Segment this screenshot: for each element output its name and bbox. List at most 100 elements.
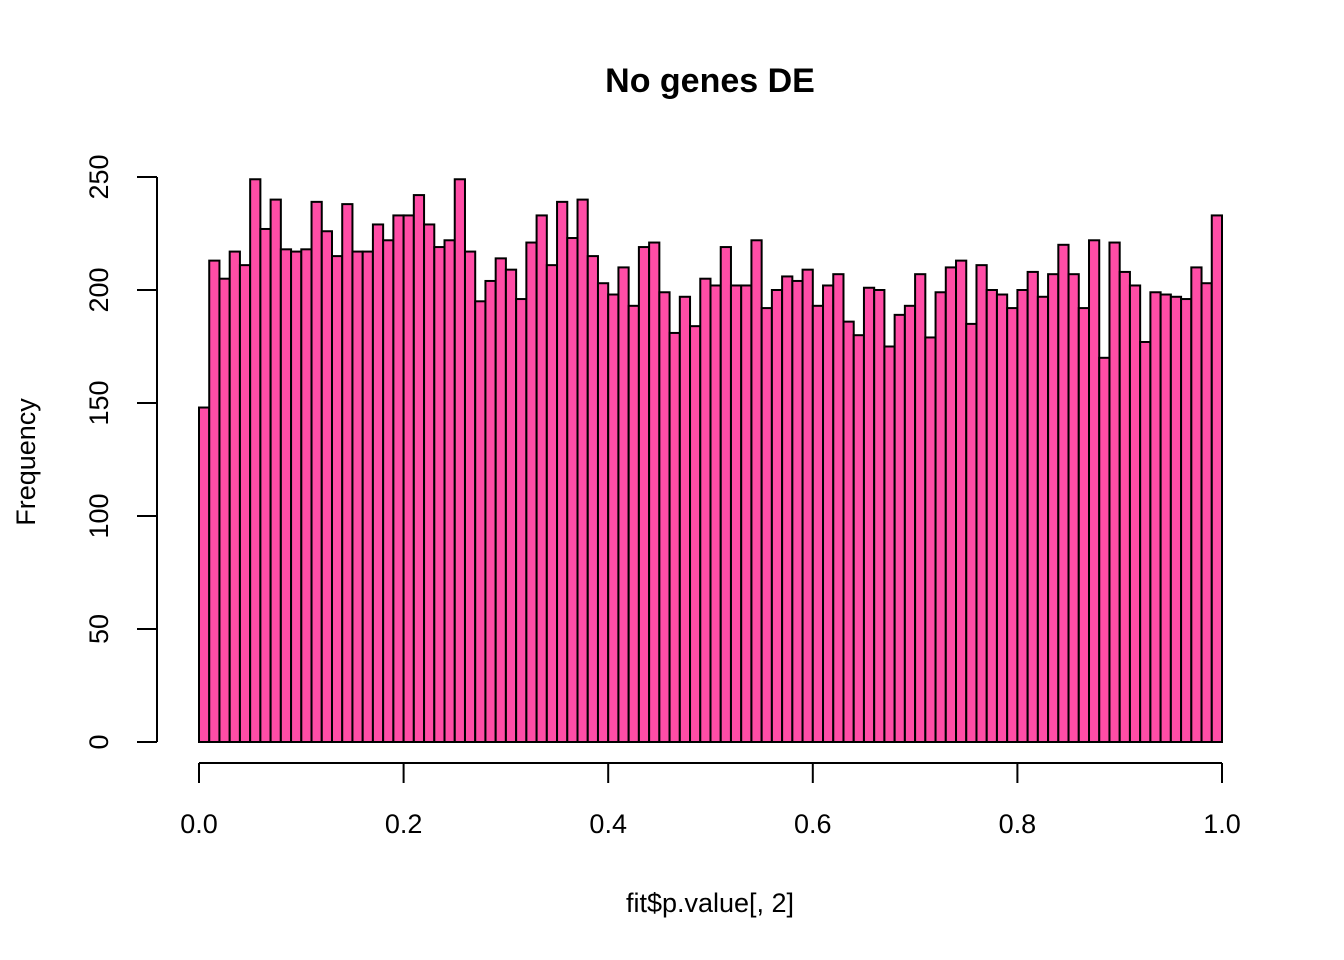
histogram-bar: [453, 178, 466, 743]
histogram-bar: [566, 237, 579, 744]
histogram-bar: [862, 286, 876, 743]
y-tick-label: 200: [84, 267, 114, 312]
x-axis: 0.0 0.2 0.4 0.6 0.8 1.0: [180, 762, 1241, 839]
histogram-bar: [955, 259, 968, 743]
histogram-bar: [392, 214, 405, 744]
histogram-bar: [914, 273, 927, 743]
histogram-bar: [1067, 273, 1080, 743]
histogram-bar: [545, 264, 559, 743]
histogram-bar: [433, 246, 446, 743]
histogram-bar: [944, 266, 958, 743]
histogram-bar: [474, 300, 487, 743]
histogram-bar: [269, 198, 282, 744]
histogram-bar: [463, 250, 477, 744]
histogram-bar: [576, 198, 589, 744]
histogram-bar: [832, 273, 845, 743]
histogram-bar: [1128, 284, 1142, 743]
histogram-bar: [586, 255, 599, 743]
histogram-bar: [617, 266, 630, 743]
histogram-bar: [873, 289, 886, 743]
histogram-bar: [801, 268, 814, 743]
x-tick-label: 0.4: [589, 809, 627, 839]
histogram-bar: [924, 336, 937, 743]
histogram-bar: [729, 284, 743, 743]
histogram-bar: [504, 268, 518, 743]
histogram-bar: [259, 227, 272, 744]
histogram-bar: [310, 200, 323, 744]
histogram-bar: [770, 289, 784, 743]
histogram-bar: [1200, 282, 1213, 743]
histogram-bars: [198, 178, 1224, 744]
x-tick-label: 0.2: [385, 809, 423, 839]
histogram-bar: [1036, 295, 1050, 743]
histogram-bar: [934, 291, 947, 743]
histogram-bar: [740, 284, 753, 743]
histogram-bar: [985, 289, 998, 743]
histogram-bar: [351, 250, 364, 744]
y-tick-label: 150: [84, 380, 114, 425]
histogram-bar: [852, 334, 865, 743]
histogram-bar: [1047, 273, 1060, 743]
chart-title: No genes DE: [605, 62, 815, 100]
x-tick-label: 1.0: [1203, 809, 1241, 839]
histogram-bar: [975, 264, 988, 743]
histogram-bar: [1190, 266, 1203, 743]
histogram-bar: [320, 230, 333, 744]
histogram-bar: [648, 241, 661, 743]
histogram-bar: [1118, 270, 1131, 743]
histogram-bar: [781, 275, 794, 743]
histogram-bar: [525, 241, 538, 743]
histogram-bar: [1159, 293, 1172, 743]
histogram-bar: [515, 298, 528, 743]
histogram-bar: [361, 250, 374, 744]
histogram-bar: [842, 320, 855, 743]
histogram-bar: [1057, 243, 1070, 744]
histogram-bar: [811, 304, 825, 743]
histogram-bar: [1026, 270, 1039, 743]
histogram-bar: [382, 239, 395, 743]
histogram-bar: [412, 194, 426, 743]
histogram-bar: [208, 259, 221, 743]
histogram-bar: [228, 250, 241, 744]
histogram-bar: [668, 331, 681, 743]
histogram-bar: [1169, 295, 1183, 743]
histogram-bar: [423, 223, 436, 743]
histogram-bar: [249, 178, 262, 743]
y-tick-label: 50: [84, 614, 114, 644]
histogram-bar: [699, 277, 712, 743]
histogram-bar: [678, 295, 692, 743]
histogram-bar: [290, 250, 303, 744]
y-tick-label: 0: [84, 734, 114, 749]
histogram-bar: [1016, 289, 1029, 743]
histogram-bar: [371, 223, 385, 743]
histogram-bar: [300, 248, 313, 743]
histogram-bar: [1180, 298, 1193, 743]
y-axis: 0 50 100 150 200 250: [84, 154, 158, 750]
histogram-bar: [883, 345, 896, 743]
y-tick-label: 100: [84, 493, 114, 538]
x-tick-label: 0.6: [794, 809, 832, 839]
histogram-bar: [637, 246, 651, 743]
histogram-bar: [1088, 239, 1101, 743]
histogram-bar: [627, 304, 640, 743]
x-axis-label: fit$p.value[, 2]: [626, 888, 794, 918]
histogram-bar: [1006, 307, 1019, 743]
histogram-bar: [556, 200, 569, 744]
histogram-bar: [760, 307, 773, 743]
histogram-bar: [596, 282, 610, 743]
histogram-bar: [658, 291, 671, 743]
histogram-bar: [402, 214, 415, 744]
histogram-bar: [279, 248, 293, 743]
histogram-bar: [1139, 340, 1152, 743]
histogram-bar: [1108, 241, 1121, 743]
histogram-bar: [689, 325, 702, 743]
histogram-bar: [1210, 214, 1224, 744]
histogram-bar: [607, 293, 620, 743]
histogram-bar: [893, 313, 906, 743]
histogram-bar: [719, 246, 732, 743]
histogram-bar: [238, 264, 252, 743]
histogram-bar: [995, 293, 1009, 743]
histogram-bar: [341, 203, 354, 743]
histogram-bar: [903, 304, 917, 743]
y-tick-label: 250: [84, 154, 114, 199]
